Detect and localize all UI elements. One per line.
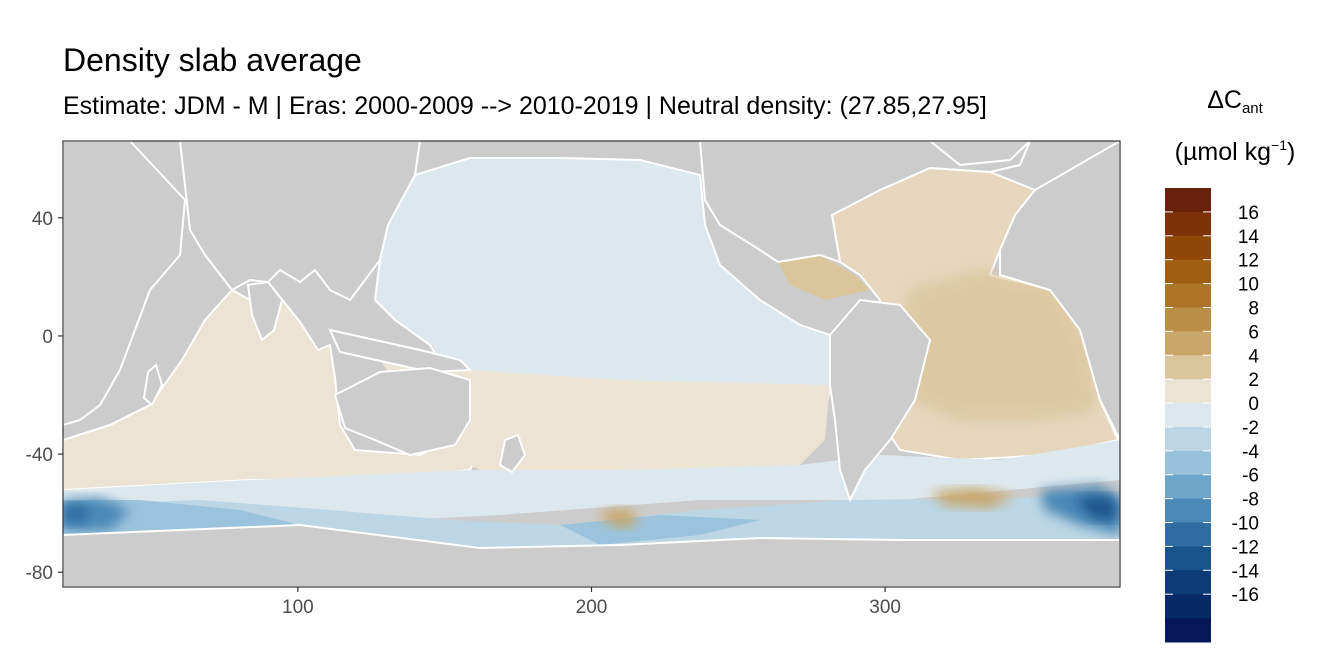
- legend-swatch: [1165, 307, 1211, 332]
- caribbean: [778, 255, 870, 300]
- legend-swatch: [1165, 355, 1211, 380]
- x-tick-label: 300: [869, 597, 901, 618]
- legend-label: -8: [1242, 490, 1259, 511]
- chart-title: Density slab average: [63, 42, 362, 78]
- y-tick-label: -80: [26, 563, 53, 584]
- indian-sector-core: [63, 505, 90, 525]
- legend-label: 2: [1248, 370, 1259, 391]
- x-tick-label: 100: [282, 597, 314, 618]
- legend-label: 10: [1238, 275, 1259, 296]
- legend-swatch: [1165, 522, 1211, 547]
- legend-label: 4: [1248, 346, 1259, 367]
- legend-swatch: [1165, 594, 1211, 619]
- land-masses: [63, 141, 1120, 587]
- legend-swatch: [1165, 259, 1211, 285]
- south-atlantic-brown: [930, 488, 1015, 508]
- y-tick-label: -40: [26, 445, 53, 466]
- legend-swatch: [1165, 211, 1211, 237]
- legend-swatch: [1165, 426, 1211, 452]
- southern-ocean-3: [63, 500, 760, 545]
- south-pacific-brown: [600, 508, 640, 528]
- legend-colorbar: 16 14 12 108 6 4 2 0 -2 -4 -6 -8 -10-12 -14 -16: [1165, 188, 1259, 643]
- legend-swatch: [1165, 403, 1211, 428]
- legend-label: 12: [1238, 251, 1259, 272]
- legend-swatch: [1165, 618, 1211, 643]
- legend-label: -10: [1232, 514, 1259, 535]
- map-panel: [63, 141, 1120, 587]
- legend-swatch: [1165, 235, 1211, 261]
- chart-subtitle: Estimate: JDM - M | Eras: 2000-2009 --> …: [63, 92, 987, 120]
- legend-swatch: [1165, 546, 1211, 571]
- y-axis: 40 0 -40 -80: [26, 209, 63, 584]
- legend-swatch: [1165, 450, 1211, 476]
- legend-swatch: [1165, 570, 1211, 595]
- legend-label: -16: [1232, 585, 1259, 606]
- legend-title: ΔCant: [1207, 86, 1263, 117]
- y-tick-label: 0: [42, 327, 53, 348]
- legend-swatch: [1165, 283, 1211, 308]
- legend-swatch: [1165, 379, 1211, 404]
- legend-label: -4: [1242, 442, 1259, 463]
- legend-label: -2: [1242, 418, 1259, 439]
- atlantic-core: [900, 270, 1095, 420]
- legend-label: 8: [1248, 298, 1259, 319]
- x-tick-label: 200: [576, 597, 608, 618]
- legend-label: 6: [1248, 322, 1259, 343]
- legend-label: -14: [1232, 561, 1260, 582]
- legend-label: 0: [1248, 394, 1259, 415]
- legend-swatch: [1165, 474, 1211, 500]
- weddell-core: [1075, 496, 1118, 520]
- legend-swatch: [1165, 188, 1211, 213]
- legend-label: 14: [1238, 227, 1260, 248]
- legend-swatch: [1165, 498, 1211, 524]
- x-axis: 100 200 300: [282, 587, 901, 618]
- legend-label: 16: [1238, 203, 1259, 224]
- legend-label: -12: [1232, 537, 1259, 558]
- legend-unit: (µmol kg−1): [1174, 137, 1296, 166]
- y-tick-label: 40: [32, 209, 53, 230]
- legend-swatch: [1165, 331, 1211, 356]
- legend-label: -6: [1242, 466, 1259, 487]
- south-pacific-band: [380, 360, 830, 470]
